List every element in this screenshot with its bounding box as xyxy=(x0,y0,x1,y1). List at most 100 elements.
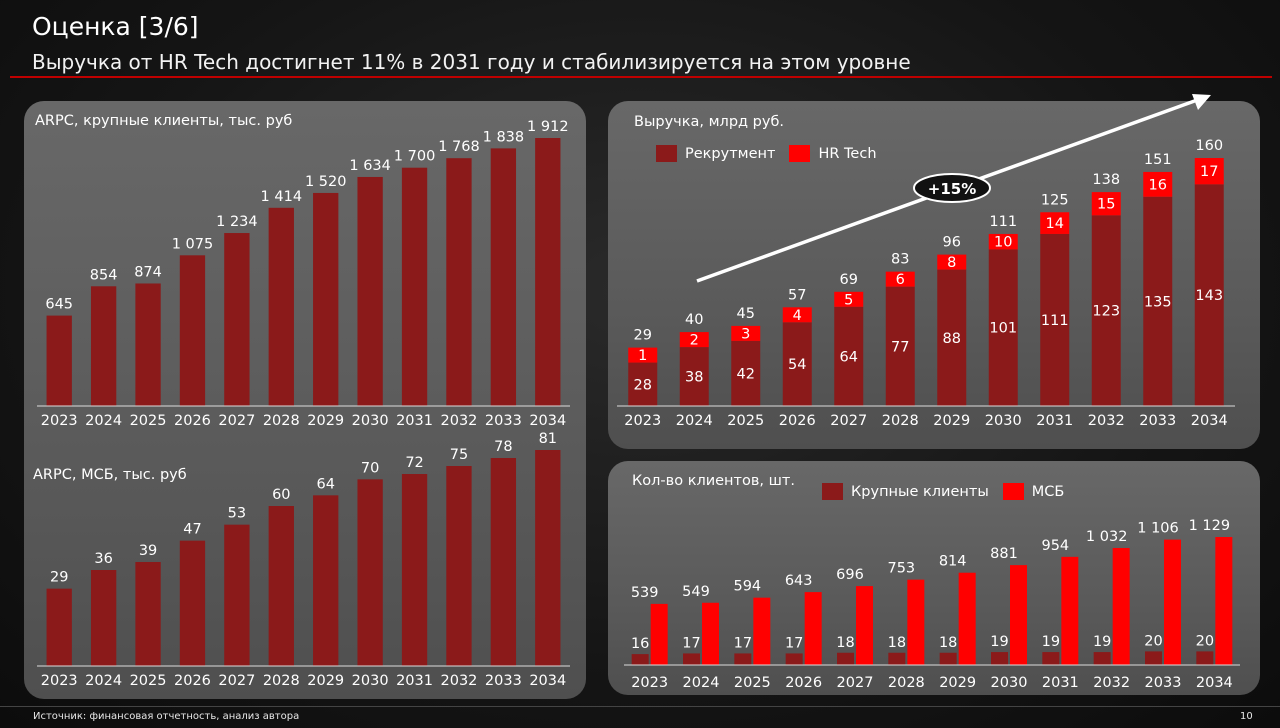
revenue-total-label: 83 xyxy=(891,252,909,268)
revenue-recruitment-label: 111 xyxy=(1041,313,1069,329)
slide-subtitle: Выручка от HR Tech достигнет 11% в 2031 … xyxy=(32,50,911,74)
revenue-bar-recruitment xyxy=(731,340,761,406)
arpc-smb-year-label: 2027 xyxy=(218,673,255,689)
arpc-large-year-label: 2024 xyxy=(85,413,122,429)
arpc-smb-bar xyxy=(535,450,561,666)
revenue-bar-recruitment xyxy=(834,306,864,406)
revenue-total-label: 151 xyxy=(1144,152,1172,168)
legend-label-hrtech: HR Tech xyxy=(818,145,877,162)
clients-large-label: 18 xyxy=(939,635,957,651)
arpc-large-value-label: 874 xyxy=(134,264,162,280)
arpc-smb-year-label: 2029 xyxy=(307,673,344,689)
clients-smb-label: 643 xyxy=(785,573,813,589)
revenue-bar-recruitment xyxy=(1143,196,1173,406)
revenue-year-label: 2027 xyxy=(830,413,867,429)
arpc-smb-year-label: 2031 xyxy=(396,673,433,689)
arpc-large-year-label: 2023 xyxy=(41,413,78,429)
revenue-recruitment-label: 42 xyxy=(737,366,755,382)
clients-smb-label: 594 xyxy=(733,579,761,595)
arpc-large-year-label: 2032 xyxy=(441,413,478,429)
arpc-smb-value-label: 60 xyxy=(272,487,290,503)
clients-bar-smb xyxy=(1164,539,1181,665)
clients-smb-label: 881 xyxy=(990,546,1018,562)
clients-smb-label: 539 xyxy=(631,585,659,601)
legend-label-recruitment: Рекрутмент xyxy=(685,145,776,162)
arpc-smb-bar xyxy=(135,562,161,666)
revenue-bar-recruitment xyxy=(885,286,915,406)
revenue-recruitment-label: 28 xyxy=(634,377,652,393)
arpc-smb-bar xyxy=(357,479,383,666)
clients-bar-large xyxy=(734,653,752,665)
revenue-hrtech-label: 4 xyxy=(793,308,802,324)
clients-smb-label: 954 xyxy=(1041,538,1069,554)
arpc-large-year-label: 2029 xyxy=(307,413,344,429)
arpc-smb-year-label: 2032 xyxy=(441,673,478,689)
arpc-smb-bar xyxy=(268,506,294,666)
arpc-large-bar xyxy=(401,167,428,406)
revenue-bar-recruitment xyxy=(628,362,658,406)
clients-year-label: 2034 xyxy=(1196,675,1233,691)
revenue-recruitment-label: 64 xyxy=(840,349,858,365)
revenue-recruitment-label: 77 xyxy=(891,339,909,355)
footer-source: Источник: финансовая отчетность, анализ … xyxy=(33,711,300,722)
clients-year-label: 2029 xyxy=(939,675,976,691)
arpc-large-year-label: 2028 xyxy=(263,413,300,429)
arpc-smb-bar xyxy=(224,524,250,666)
arpc-large-year-label: 2034 xyxy=(529,413,566,429)
arpc-smb-bar xyxy=(446,466,472,666)
arpc-smb-year-label: 2030 xyxy=(352,673,389,689)
arpc-smb-bar xyxy=(179,540,206,666)
arpc-smb-year-label: 2028 xyxy=(263,673,300,689)
clients-bar-smb xyxy=(907,579,925,665)
revenue-bar-recruitment xyxy=(1040,233,1070,406)
legend-swatch-recruitment xyxy=(656,145,677,162)
revenue-total-label: 96 xyxy=(943,235,961,251)
arpc-large-bar xyxy=(46,315,72,406)
arpc-large-value-label: 1 520 xyxy=(305,174,347,190)
slide-title: Оценка [3/6] xyxy=(32,12,199,41)
arpc-large-bar xyxy=(90,286,117,406)
arpc-smb-bar xyxy=(90,570,117,666)
clients-legend: Крупные клиенты МСБ xyxy=(822,483,1078,500)
revenue-total-label: 111 xyxy=(989,214,1017,230)
revenue-hrtech-label: 16 xyxy=(1149,177,1167,193)
arpc-large-bar xyxy=(446,158,472,406)
clients-bar-large xyxy=(1042,652,1060,665)
revenue-legend: Рекрутмент HR Tech xyxy=(656,145,891,162)
arpc-smb-value-label: 36 xyxy=(94,551,112,567)
clients-smb-label: 814 xyxy=(939,554,967,570)
clients-bar-large xyxy=(785,653,803,665)
arpc-large-year-label: 2025 xyxy=(130,413,167,429)
clients-smb-label: 549 xyxy=(682,584,710,600)
arpc-large-title: ARPC, крупные клиенты, тыс. руб xyxy=(35,113,293,129)
arpc-smb-year-label: 2034 xyxy=(529,673,566,689)
revenue-year-label: 2034 xyxy=(1191,413,1228,429)
clients-year-label: 2023 xyxy=(631,675,668,691)
clients-bar-large xyxy=(1145,651,1162,665)
arpc-large-bar xyxy=(135,283,161,406)
footer-rule xyxy=(0,706,1280,707)
clients-year-label: 2032 xyxy=(1093,675,1130,691)
revenue-hrtech-label: 6 xyxy=(896,272,905,288)
legend-swatch-hrtech xyxy=(789,145,811,162)
clients-bar-smb xyxy=(856,586,873,665)
revenue-hrtech-label: 8 xyxy=(947,255,956,271)
arpc-smb-value-label: 72 xyxy=(405,455,423,471)
revenue-year-label: 2031 xyxy=(1036,413,1073,429)
clients-large-label: 20 xyxy=(1144,633,1162,649)
arpc-large-bar xyxy=(224,233,250,406)
clients-bar-smb xyxy=(958,572,976,665)
clients-large-label: 17 xyxy=(734,635,752,651)
revenue-total-label: 138 xyxy=(1092,172,1120,188)
revenue-total-label: 69 xyxy=(840,272,858,288)
revenue-bar-hrtech xyxy=(937,254,967,270)
arpc-large-value-label: 1 838 xyxy=(483,129,525,145)
arpc-large-bar xyxy=(179,255,206,406)
revenue-total-label: 160 xyxy=(1195,138,1223,154)
clients-bar-smb xyxy=(702,602,719,665)
growth-annotation-label: +15% xyxy=(928,180,976,198)
revenue-hrtech-label: 5 xyxy=(844,292,853,308)
revenue-recruitment-label: 135 xyxy=(1144,294,1172,310)
clients-year-label: 2027 xyxy=(837,675,874,691)
